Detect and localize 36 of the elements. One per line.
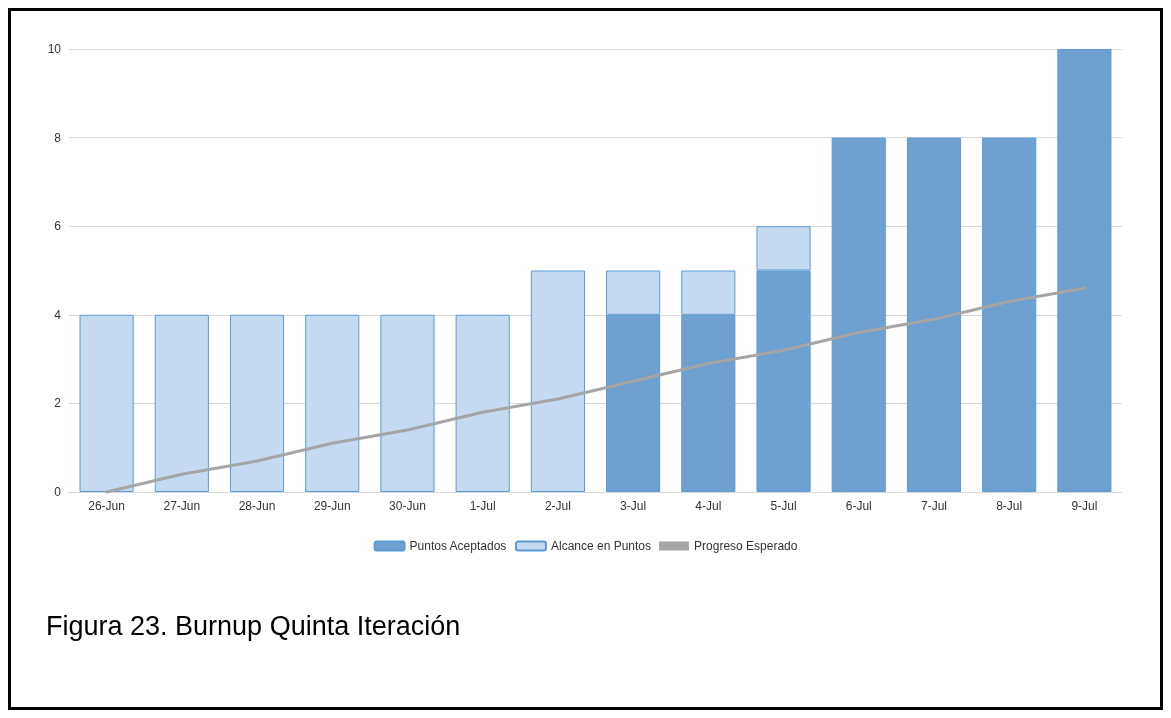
legend-label: Puntos Aceptados — [409, 539, 507, 553]
bar — [305, 314, 360, 492]
x-tick-label: 26-Jun — [88, 499, 125, 513]
bar — [831, 137, 886, 492]
legend-label: Alcance en Puntos — [550, 539, 652, 553]
y-tick-label: 8 — [54, 130, 62, 145]
text: Figura 23. Burnup Quinta Iteración — [46, 610, 461, 641]
line-series — [105, 286, 1086, 494]
x-tick-label: 30-Jun — [389, 499, 426, 513]
x-tick-label: 4-Jul — [695, 499, 722, 513]
bar — [906, 137, 962, 492]
x-tick-label: 7-Jul — [920, 499, 947, 513]
x-tick-label: 5-Jul — [770, 499, 797, 513]
x-tick-label: 1-Jul — [469, 499, 496, 513]
y-tick-label: 10 — [47, 42, 62, 56]
x-tick-label: 9-Jul — [1071, 499, 1098, 513]
bar — [380, 314, 435, 492]
bar — [229, 314, 285, 492]
y-tick-label: 2 — [54, 396, 62, 411]
bar — [455, 314, 510, 492]
y-tick-label: 0 — [54, 485, 62, 499]
x-tick-label: 27-Jun — [163, 499, 201, 513]
bar — [79, 314, 134, 492]
legend-label: Progreso Esperado — [694, 539, 798, 553]
bar — [1057, 49, 1112, 492]
x-tick-label: 2-Jul — [544, 499, 571, 513]
y-tick-label: 6 — [54, 219, 62, 234]
x-tick-label: 6-Jul — [845, 499, 872, 513]
x-tick-label: 29-Jun — [313, 499, 351, 513]
bar — [154, 314, 209, 492]
x-tick-label: 3-Jul — [620, 499, 647, 513]
y-tick-label: 4 — [54, 307, 62, 322]
x-tick-label: 8-Jul — [996, 499, 1023, 513]
x-tick-label: 28-Jun — [238, 499, 276, 513]
bar — [982, 137, 1037, 492]
bar — [530, 270, 585, 492]
